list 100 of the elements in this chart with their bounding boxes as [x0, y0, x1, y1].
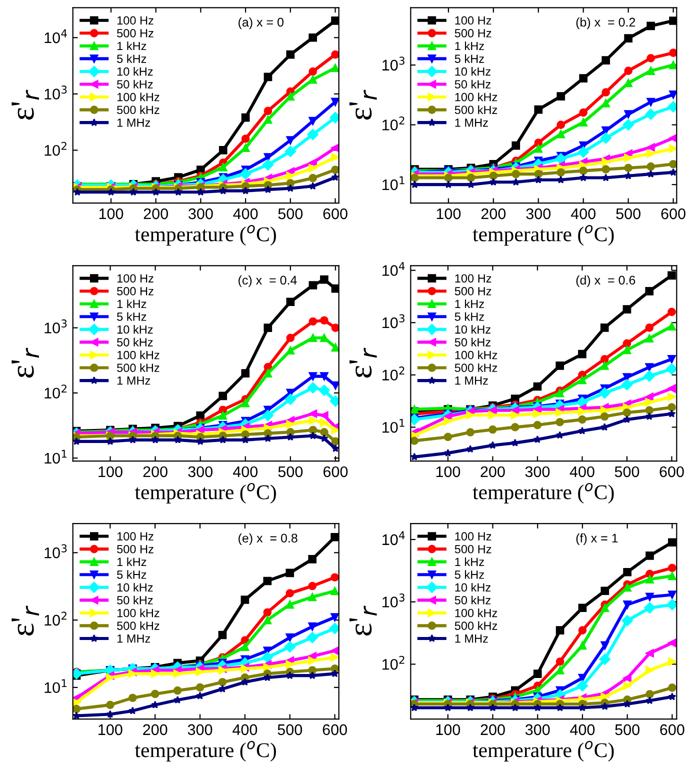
x-tick-label: 300 [525, 724, 550, 736]
x-tick-label: 100 [436, 466, 460, 478]
y-tick-label: 10$^{3}$ [44, 319, 67, 334]
text: (f) x = 1 [576, 533, 618, 546]
legend-label: 100 kHz [455, 608, 498, 618]
legend-label: 500 kHz [117, 621, 160, 630]
y-tick-label: 10$^{3}$ [382, 314, 404, 328]
legend-label: 1 kHz [455, 557, 484, 566]
y-tick-label: 10$^{3}$ [44, 544, 67, 558]
x-tick-label: 300 [188, 208, 213, 220]
x-tick-label: 500 [616, 208, 640, 220]
x-tick-label: 300 [526, 208, 551, 220]
x-tick-label: 300 [525, 466, 550, 478]
x-tick-label: 600 [322, 724, 347, 736]
legend-label: 500 kHz [454, 105, 498, 114]
x-axis-title: temperature ($^{o}$C) [472, 482, 614, 504]
x-tick-label: 400 [570, 466, 594, 478]
legend-label: 1 MHz [117, 376, 150, 385]
legend-label: 1 kHz [455, 299, 484, 308]
y-tick-label: 10$^{3}$ [382, 56, 404, 71]
legend-label: 500 Hz [454, 544, 492, 554]
legend-label: 500 kHz [117, 363, 160, 372]
legend-label: 100 Hz [117, 16, 154, 25]
legend-label: 50 kHz [454, 596, 490, 604]
legend-label: 500 Hz [454, 286, 492, 296]
legend-label: 5 kHz [117, 570, 146, 579]
legend-label: 10 kHz [455, 582, 490, 592]
y-axis-title: ε'$_{r}$ [349, 606, 377, 636]
legend-label: 1 kHz [455, 42, 484, 50]
y-tick-label: 10$^{3}$ [382, 593, 404, 608]
legend-label: 10 kHz [117, 582, 153, 592]
x-tick-label: 600 [660, 724, 684, 736]
legend-label: 50 kHz [117, 80, 153, 89]
legend-label: 1 MHz [455, 376, 488, 385]
legend-label: 5 kHz [117, 54, 146, 63]
legend-label: 100 Hz [455, 274, 492, 283]
legend-label: 500 Hz [454, 29, 492, 38]
legend-label: 1 kHz [117, 299, 146, 308]
x-tick-label: 600 [324, 466, 348, 478]
x-axis-title: temperature ($^{o}$C) [134, 482, 276, 504]
legend-label: 1 kHz [117, 42, 146, 50]
x-tick-label: 400 [232, 466, 258, 478]
y-axis-title: ε'$_{r}$ [349, 90, 377, 120]
y-axis-title: ε'$_{r}$ [12, 348, 39, 378]
legend-label: 100 kHz [117, 350, 160, 360]
legend-label: 500 kHz [454, 621, 498, 630]
x-tick-label: 100 [99, 208, 124, 220]
legend-label: 50 kHz [117, 338, 153, 346]
x-tick-label: 200 [143, 466, 168, 478]
x-tick-label: 400 [570, 724, 595, 736]
legend-label: 500 Hz [117, 544, 154, 554]
y-axis-title: ε'$_{r}$ [349, 348, 377, 378]
x-tick-label: 500 [614, 466, 640, 478]
x-tick-label: 200 [143, 724, 168, 736]
legend-label: 10 kHz [455, 67, 490, 76]
x-tick-label: 500 [278, 208, 303, 220]
legend-label: 500 kHz [117, 105, 160, 114]
x-tick-label: 400 [233, 208, 258, 220]
legend-label: 10 kHz [117, 325, 153, 334]
legend-label: 500 kHz [454, 363, 498, 372]
legend-label: 5 kHz [454, 54, 484, 63]
x-tick-label: 200 [144, 208, 168, 220]
x-tick-label: 100 [98, 724, 122, 736]
y-tick-label: 10$^{2}$ [44, 612, 66, 626]
legend-label: 1 kHz [117, 557, 146, 566]
legend-label: 50 kHz [454, 80, 490, 89]
x-tick-label: 600 [323, 208, 348, 220]
x-axis-title: temperature ($^{o}$C) [472, 740, 614, 762]
legend-label: 100 Hz [117, 532, 154, 541]
x-axis-title: temperature ($^{o}$C) [134, 740, 276, 762]
y-tick-label: 10$^{2}$ [44, 384, 66, 399]
x-tick-label: 300 [188, 466, 212, 478]
legend-label: 100 kHz [455, 92, 498, 102]
y-tick-label: 10$^{1}$ [382, 418, 404, 433]
y-tick-label: 10$^{2}$ [44, 142, 66, 156]
legend-label: 500 Hz [117, 29, 154, 38]
y-tick-label: 10$^{1}$ [44, 450, 67, 464]
x-tick-label: 100 [436, 208, 461, 220]
x-axis-title: temperature ($^{o}$C) [472, 224, 614, 246]
x-tick-label: 300 [188, 724, 212, 736]
y-tick-label: 10$^{2}$ [382, 116, 404, 130]
x-tick-label: 400 [232, 724, 258, 736]
legend-label: 10 kHz [455, 325, 490, 334]
text: (e) x = 0.8 [238, 533, 298, 546]
y-tick-label: 10$^{4}$ [44, 29, 67, 44]
legend-label: 1 MHz [455, 118, 488, 127]
text: (a) x = 0 [238, 17, 284, 30]
text: (c) x = 0.4 [238, 275, 297, 288]
legend-label: 1 MHz [117, 634, 150, 643]
legend-label: 1 MHz [455, 634, 488, 643]
x-tick-label: 600 [660, 466, 684, 478]
legend-label: 100 Hz [117, 274, 154, 283]
y-tick-label: 10$^{1}$ [44, 679, 67, 694]
y-tick-label: 10$^{2}$ [382, 366, 404, 380]
x-axis-title: temperature ($^{o}$C) [134, 224, 276, 246]
x-tick-label: 200 [480, 466, 505, 478]
x-tick-label: 100 [98, 466, 122, 478]
x-tick-label: 600 [661, 208, 686, 220]
y-tick-label: 10$^{2}$ [382, 656, 404, 670]
y-tick-label: 10$^{4}$ [382, 262, 405, 276]
